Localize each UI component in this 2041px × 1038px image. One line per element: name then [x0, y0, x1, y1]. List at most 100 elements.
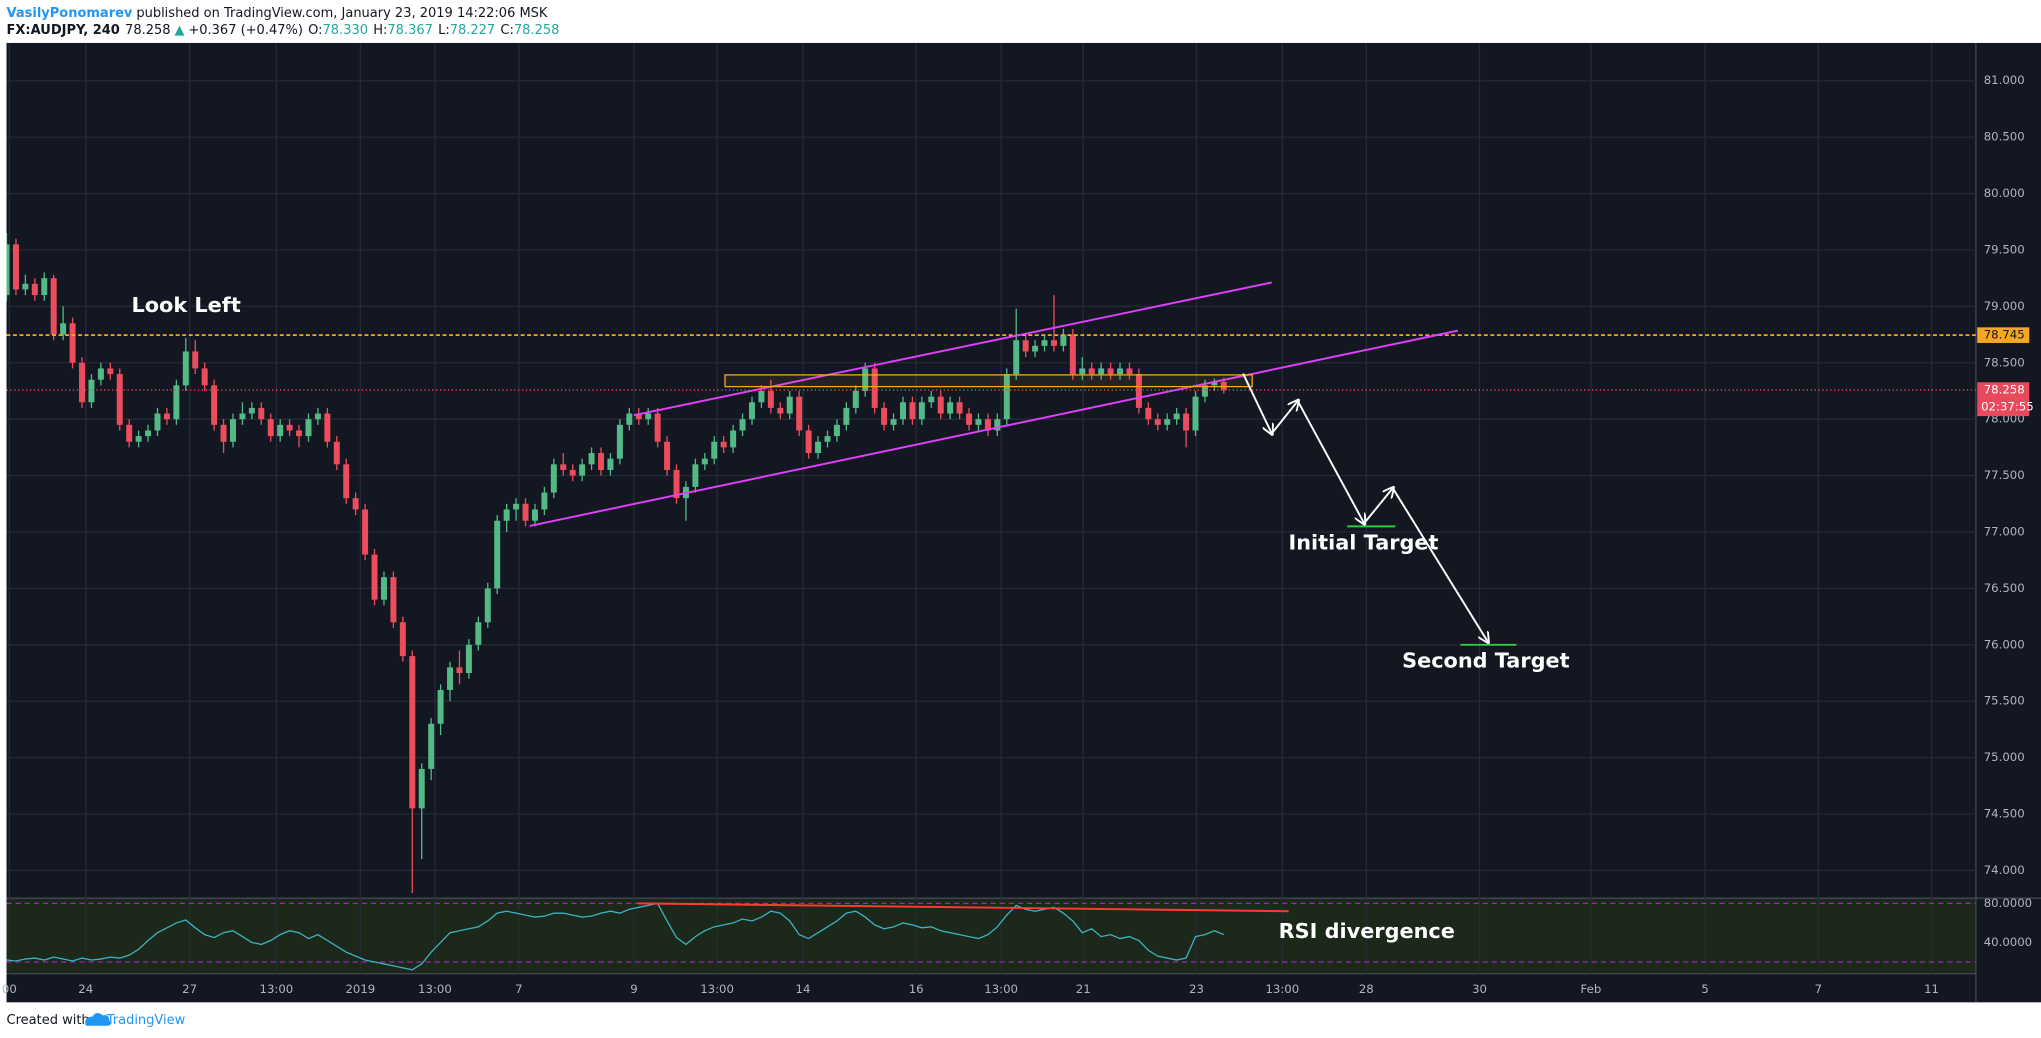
candle-body — [862, 368, 869, 391]
y-tick-label: 75.000 — [1984, 750, 2025, 764]
candle-body — [588, 453, 595, 465]
candle-body — [1164, 419, 1171, 425]
x-tick-label: 16 — [909, 982, 924, 996]
candle-body — [447, 667, 454, 690]
candle-body — [116, 374, 123, 425]
candle-body — [154, 413, 161, 431]
candle-body — [399, 622, 406, 657]
candle-body — [805, 430, 812, 454]
header-line-1: VasilyPonomarev published on TradingView.… — [7, 6, 548, 21]
candle-body — [598, 453, 605, 470]
candle-body — [277, 424, 284, 437]
x-tick-label: 23 — [1189, 982, 1204, 996]
close-value: 78.258 — [514, 22, 559, 37]
change-arrow: ▲ — [174, 22, 184, 37]
candle-body — [1145, 407, 1152, 420]
candle-body — [881, 407, 888, 425]
candle-body — [79, 362, 85, 403]
chart-bg — [6, 42, 2041, 1003]
channel-upper — [633, 281, 1272, 417]
candle-body — [456, 667, 463, 674]
arrow — [1296, 400, 1364, 523]
candle-body — [664, 441, 671, 470]
candle-body — [531, 509, 538, 521]
candle-body — [229, 419, 236, 442]
y-tick-label: 81.000 — [1984, 73, 2025, 87]
annotation: Look Left — [131, 293, 240, 317]
close-label: C: — [500, 22, 513, 37]
candle-body — [1201, 385, 1208, 397]
candle-body — [192, 351, 199, 369]
y-tick-label: 76.500 — [1984, 581, 2025, 595]
x-tick-label: Feb — [1581, 982, 1602, 996]
candle-body — [163, 413, 170, 420]
y-tick-label: 78.500 — [1984, 355, 2025, 369]
rsi-bg — [6, 898, 1976, 974]
annotation: RSI divergence — [1279, 919, 1455, 943]
candle-body — [22, 283, 29, 290]
candle-body — [145, 430, 152, 437]
candle-body — [833, 424, 840, 437]
candle-body — [966, 413, 973, 425]
candle-body — [69, 323, 76, 363]
y-tick-label: 74.000 — [1984, 863, 2025, 877]
x-tick-label: 30 — [1472, 982, 1487, 996]
candle-body — [305, 419, 312, 437]
candle-body — [352, 498, 359, 510]
candle-body — [918, 402, 925, 420]
footer-brand[interactable]: TradingView — [106, 1013, 186, 1028]
x-tick-label: 2019 — [345, 982, 375, 996]
target-label: Second Target — [1402, 649, 1570, 673]
candle-body — [1032, 345, 1039, 352]
candle-body — [31, 283, 38, 296]
candle-body — [465, 644, 472, 674]
candle-body — [541, 492, 548, 510]
y-tick-label: 74.500 — [1984, 807, 2025, 821]
axes: 74.000 74.500 75.000 75.500 76.000 76.500 77.0… — [2, 73, 2034, 996]
candle-body — [1117, 368, 1124, 375]
candle-body — [947, 402, 954, 414]
high-label: H: — [373, 22, 387, 37]
candle-body — [12, 244, 19, 290]
x-tick-label: 21 — [1076, 982, 1091, 996]
x-tick-label: 7 — [1815, 982, 1822, 996]
candle-body — [975, 419, 982, 425]
candle-body — [616, 424, 623, 459]
candle-body — [475, 622, 482, 645]
candle-body — [645, 413, 652, 420]
candle-body — [1183, 413, 1190, 431]
candle-body — [371, 554, 378, 600]
level-label-bg — [1977, 327, 2030, 343]
candle-body — [1173, 413, 1180, 420]
candle-body — [522, 503, 529, 521]
candle-body — [1135, 374, 1142, 408]
candle-body — [786, 396, 793, 414]
x-tick-label: 28 — [1359, 982, 1374, 996]
candle-body — [626, 413, 633, 425]
header-line-2: FX:AUDJPY, 240 78.258 ▲ +0.367 (+0.47%) O:78… — [7, 22, 560, 37]
y-tick-label: 79.000 — [1984, 299, 2025, 313]
x-tick-label: 27 — [182, 982, 197, 996]
candle-body — [1041, 340, 1048, 346]
candle-body — [843, 407, 850, 425]
candle-body — [173, 385, 180, 420]
target-label: Initial Target — [1288, 530, 1438, 554]
y-tick-label: 77.000 — [1984, 525, 2025, 539]
candle-body — [956, 402, 963, 414]
level-label: 78.745 — [1984, 328, 2025, 342]
candle-body — [720, 441, 727, 448]
candle-body — [324, 413, 331, 442]
candle-body — [362, 509, 369, 555]
candle-body — [484, 588, 491, 623]
candle-body — [1060, 334, 1067, 346]
price-label-bg — [1977, 382, 2030, 417]
candle-body — [758, 390, 765, 403]
brand-logo — [85, 1013, 112, 1026]
candle-body — [1154, 419, 1161, 425]
footer-created: Created with — [7, 1013, 90, 1028]
rsi-tick-label: 80.0000 — [1984, 896, 2032, 910]
candle-body — [1003, 374, 1010, 420]
candle-body — [258, 407, 265, 420]
candle-body — [654, 413, 661, 442]
